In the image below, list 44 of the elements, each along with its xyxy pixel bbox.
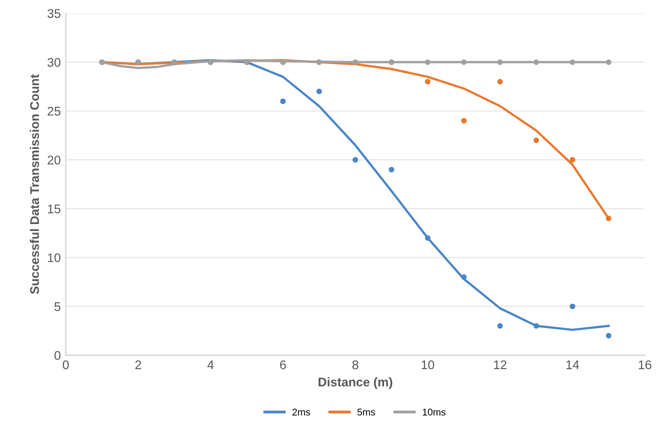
y-tick-label: 10 [48,253,60,262]
x-tick-label: 4 [207,360,214,370]
point [352,157,358,163]
y-tick-label: 5 [54,302,60,312]
point [280,98,286,104]
legend-label: 5ms [357,408,376,416]
x-axis-title: Distance (m) [318,377,392,389]
point [461,274,467,280]
x-tick-label: 16 [638,360,652,370]
point [316,88,322,94]
x-tick-label: 8 [352,360,358,370]
point [570,59,576,65]
point [533,323,540,329]
y-tick-label: 0 [54,351,60,360]
point [570,157,576,163]
point [461,118,467,124]
point [461,59,467,65]
point [570,304,576,310]
y-tick-label: 25 [48,106,60,116]
point [533,138,540,144]
point [424,59,430,65]
point [497,78,503,84]
x-tick-label: 6 [280,360,286,370]
point [424,78,430,84]
y-tick-label: 35 [48,9,60,18]
x-tick-label: 14 [566,360,580,370]
point [497,59,503,65]
x-tick-label: 12 [494,360,506,370]
x-tick-label: 0 [62,360,69,370]
legend-label: 2ms [292,408,310,416]
point [388,166,394,172]
x-tick-label: 10 [422,360,434,370]
point [606,59,612,65]
x-tick-label: 2 [135,360,142,370]
legend-label: 10ms [422,408,446,416]
point [533,59,540,65]
y-tick-label: 20 [48,156,60,164]
point [424,235,430,241]
point [606,216,612,222]
y-tick-label: 30 [48,58,60,67]
y-axis-title: Successful Data Transmission Count [30,74,40,294]
point [497,323,503,329]
y-tick-label: 15 [48,204,60,214]
point [606,332,612,338]
